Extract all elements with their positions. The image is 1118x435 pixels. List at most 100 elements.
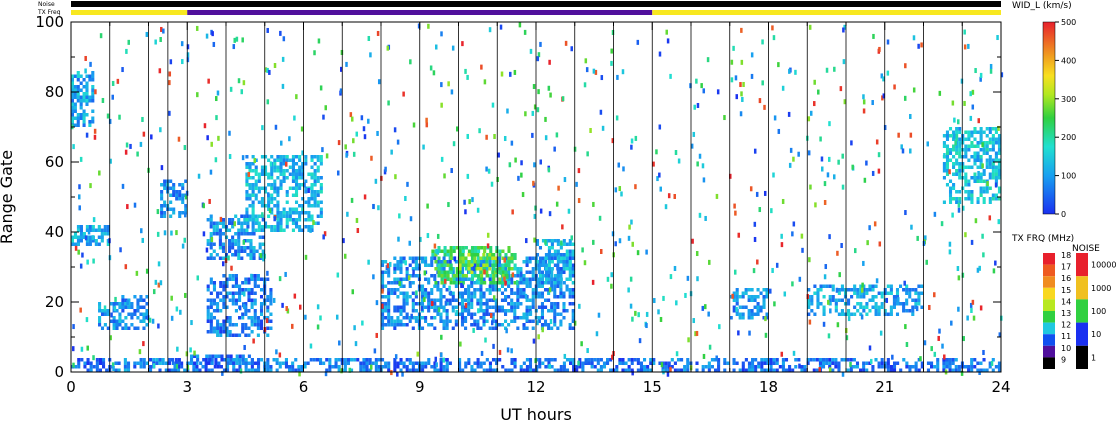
- data-cell: [384, 302, 388, 306]
- data-cell: [136, 309, 140, 313]
- data-cell: [516, 302, 520, 306]
- data-cell: [837, 298, 841, 302]
- data-cell: [452, 277, 456, 281]
- data-cell: [260, 197, 264, 201]
- data-cell: [160, 207, 164, 211]
- data-cell: [772, 361, 776, 365]
- data-cell: [942, 200, 946, 204]
- data-cell: [467, 361, 471, 365]
- data-cell: [871, 288, 875, 292]
- data-cell: [825, 358, 829, 362]
- data-cell: [970, 193, 974, 197]
- data-cell: [221, 246, 226, 250]
- data-cell: [970, 134, 974, 138]
- data-cell: [372, 274, 375, 280]
- data-cell: [240, 256, 244, 260]
- data-cell: [849, 361, 852, 367]
- data-cell: [298, 169, 302, 173]
- data-cell: [266, 99, 270, 105]
- data-cell: [411, 291, 415, 295]
- data-cell: [482, 253, 486, 257]
- data-cell: [450, 168, 453, 174]
- data-cell: [976, 368, 980, 372]
- data-cell: [892, 365, 897, 369]
- data-cell: [716, 89, 720, 95]
- data-cell: [837, 361, 841, 365]
- data-cell: [707, 368, 711, 372]
- data-cell: [531, 270, 535, 274]
- data-cell: [399, 277, 403, 281]
- data-cell: [259, 312, 264, 316]
- data-cell: [73, 116, 77, 120]
- data-cell: [870, 358, 873, 364]
- data-cell: [279, 211, 283, 215]
- data-cell: [207, 78, 210, 84]
- data-cell: [76, 235, 81, 239]
- data-cell: [356, 358, 360, 362]
- data-cell: [920, 284, 924, 288]
- data-cell: [550, 246, 554, 250]
- data-cell: [556, 326, 560, 330]
- data-cell: [173, 363, 176, 369]
- data-cell: [769, 288, 772, 294]
- data-cell: [359, 365, 363, 369]
- data-cell: [408, 284, 412, 288]
- noise-swatch: [1076, 299, 1088, 323]
- data-cell: [649, 368, 653, 372]
- txfreq-label: 16: [1061, 274, 1071, 283]
- data-cell: [862, 295, 866, 299]
- data-cell: [168, 110, 171, 116]
- data-cell: [307, 187, 310, 193]
- data-cell: [442, 256, 446, 260]
- data-cell: [570, 46, 573, 52]
- data-cell: [217, 361, 221, 365]
- data-cell: [381, 303, 384, 309]
- data-cell: [479, 361, 483, 365]
- data-cell: [269, 295, 273, 299]
- data-cell: [883, 312, 887, 316]
- data-cell: [515, 280, 519, 286]
- data-cell: [500, 309, 505, 313]
- data-cell: [559, 267, 563, 271]
- data-cell: [319, 361, 323, 365]
- txfreq-swatch: [1043, 276, 1055, 288]
- data-cell: [216, 295, 220, 299]
- data-cell: [994, 197, 998, 201]
- data-cell: [559, 291, 563, 295]
- data-cell: [215, 225, 219, 229]
- data-cell: [511, 272, 515, 278]
- data-cell: [962, 336, 965, 342]
- data-cell: [206, 256, 210, 260]
- data-cell: [219, 291, 223, 295]
- data-cell: [982, 151, 986, 155]
- data-cell: [942, 361, 946, 365]
- data-cell: [519, 365, 523, 369]
- data-cell: [219, 326, 223, 330]
- data-cell: [639, 361, 644, 365]
- data-cell: [874, 295, 878, 299]
- data-cell: [499, 24, 503, 30]
- data-cell: [528, 270, 532, 274]
- data-cell: [568, 256, 572, 260]
- data-cell: [402, 291, 406, 295]
- data-cell: [479, 267, 483, 271]
- data-cell: [627, 358, 631, 362]
- data-cell: [905, 298, 909, 302]
- data-cell: [212, 242, 216, 246]
- data-cell: [384, 309, 388, 313]
- data-cell: [470, 316, 474, 320]
- data-cell: [288, 214, 292, 218]
- data-cell: [209, 312, 213, 316]
- data-cell: [232, 358, 236, 362]
- data-cell: [451, 267, 455, 271]
- data-cell: [510, 302, 514, 306]
- data-cell: [491, 256, 495, 260]
- data-cell: [622, 166, 625, 172]
- data-cell: [485, 134, 488, 140]
- data-cell: [91, 71, 95, 75]
- data-cell: [958, 172, 962, 176]
- data-cell: [234, 323, 238, 327]
- data-cell: [494, 263, 498, 267]
- data-cell: [518, 22, 522, 28]
